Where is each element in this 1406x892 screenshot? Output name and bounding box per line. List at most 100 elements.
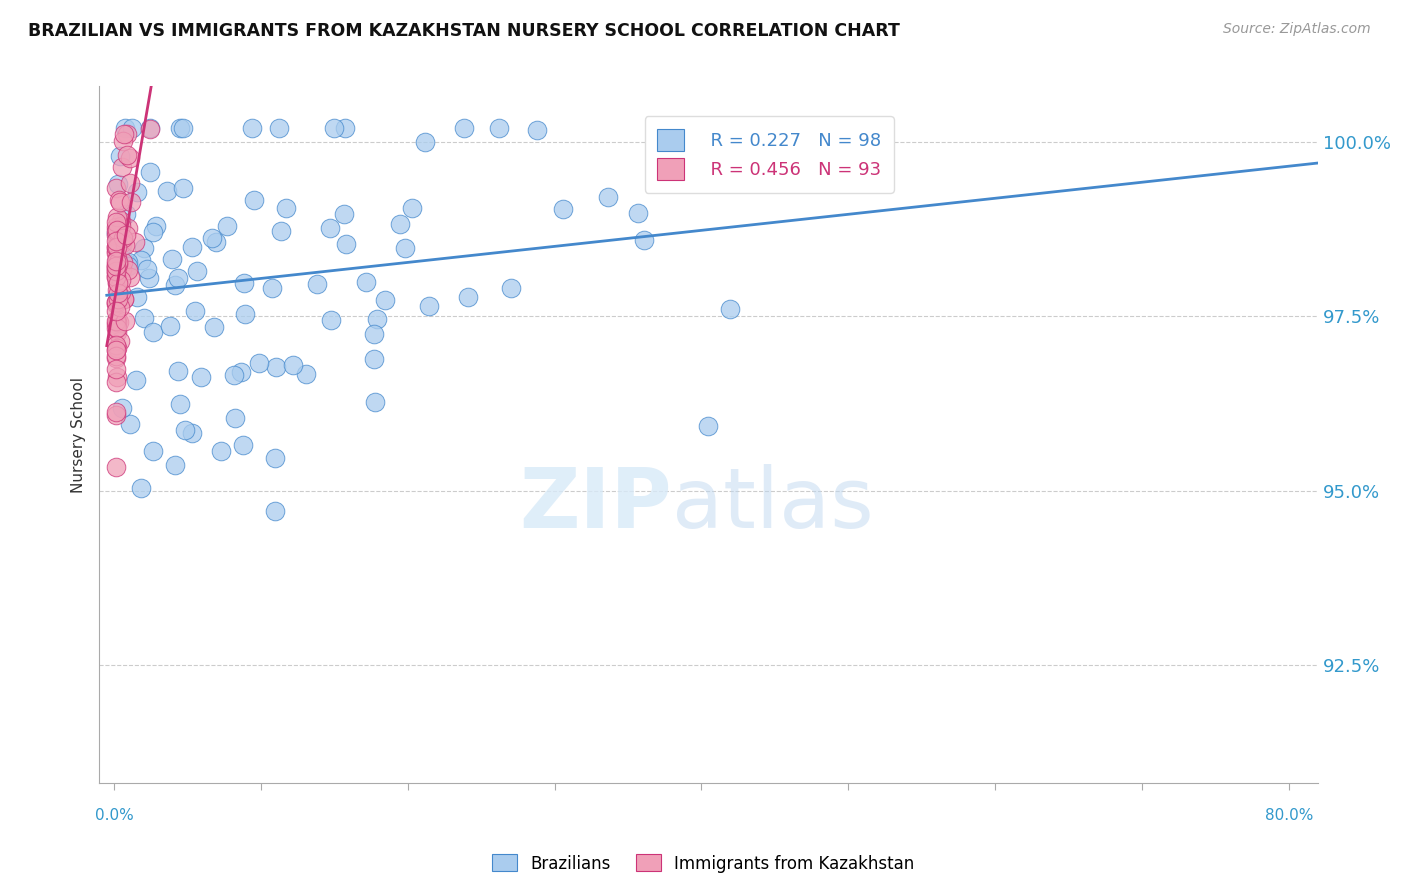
Point — [105, 315, 128, 329]
Point — [553, 202, 575, 216]
Point — [105, 284, 128, 298]
Point — [205, 235, 228, 249]
Point — [104, 224, 127, 238]
Point — [388, 217, 411, 231]
Point — [104, 264, 127, 278]
Point — [105, 341, 128, 355]
Point — [108, 314, 131, 328]
Point — [167, 271, 190, 285]
Point — [105, 210, 128, 224]
Point — [117, 259, 139, 273]
Point — [108, 300, 131, 314]
Point — [105, 275, 128, 289]
Point — [114, 121, 136, 136]
Point — [104, 314, 127, 328]
Text: BRAZILIAN VS IMMIGRANTS FROM KAZAKHSTAN NURSERY SCHOOL CORRELATION CHART: BRAZILIAN VS IMMIGRANTS FROM KAZAKHSTAN … — [28, 22, 900, 40]
Point — [105, 343, 128, 358]
Point — [364, 394, 387, 409]
Point — [104, 260, 127, 275]
Point — [104, 254, 127, 268]
Point — [160, 252, 183, 266]
Point — [202, 320, 225, 334]
Point — [104, 240, 127, 254]
Point — [104, 408, 127, 422]
Point — [107, 276, 129, 290]
Point — [111, 232, 134, 246]
Point — [453, 121, 475, 136]
Point — [294, 367, 316, 381]
Point — [190, 370, 212, 384]
Point — [323, 121, 346, 136]
Point — [114, 314, 136, 328]
Point — [335, 237, 357, 252]
Point — [105, 376, 128, 390]
Point — [174, 423, 197, 437]
Point — [107, 276, 129, 290]
Point — [247, 356, 270, 370]
Point — [115, 227, 138, 242]
Point — [114, 238, 136, 252]
Point — [120, 417, 142, 431]
Point — [105, 325, 128, 339]
Point — [718, 301, 741, 316]
Point — [118, 269, 141, 284]
Point — [105, 343, 128, 357]
Point — [181, 240, 204, 254]
Point — [104, 214, 127, 228]
Point — [169, 121, 191, 136]
Point — [172, 181, 194, 195]
Point — [418, 299, 440, 313]
Point — [114, 207, 136, 221]
Point — [363, 352, 385, 367]
Legend: Brazilians, Immigrants from Kazakhstan: Brazilians, Immigrants from Kazakhstan — [485, 847, 921, 880]
Point — [111, 401, 134, 415]
Point — [105, 223, 128, 237]
Point — [105, 320, 128, 334]
Point — [232, 438, 254, 452]
Point — [186, 264, 208, 278]
Point — [107, 255, 129, 269]
Point — [215, 219, 238, 234]
Point — [163, 278, 186, 293]
Point — [129, 481, 152, 495]
Point — [180, 426, 202, 441]
Point — [105, 240, 128, 254]
Point — [488, 121, 510, 136]
Point — [104, 294, 127, 309]
Point — [209, 443, 232, 458]
Point — [139, 121, 162, 136]
Point — [111, 231, 134, 245]
Point — [224, 411, 246, 425]
Point — [115, 127, 138, 141]
Point — [333, 207, 356, 221]
Point — [697, 419, 720, 434]
Point — [107, 177, 129, 191]
Point — [183, 304, 205, 318]
Point — [105, 312, 128, 326]
Point — [104, 264, 127, 278]
Text: ZIP: ZIP — [520, 464, 672, 545]
Point — [104, 320, 127, 334]
Point — [105, 293, 128, 308]
Point — [201, 230, 224, 244]
Point — [107, 292, 129, 306]
Point — [233, 276, 256, 290]
Point — [270, 224, 292, 238]
Point — [104, 270, 127, 285]
Point — [105, 268, 128, 282]
Text: atlas: atlas — [672, 464, 875, 545]
Point — [163, 458, 186, 472]
Point — [526, 123, 548, 137]
Point — [129, 252, 152, 267]
Point — [112, 293, 135, 307]
Point — [110, 194, 132, 209]
Point — [104, 245, 127, 260]
Point — [142, 225, 165, 239]
Point — [264, 504, 287, 518]
Point — [333, 121, 356, 136]
Point — [136, 262, 159, 277]
Point — [172, 121, 194, 136]
Point — [104, 303, 127, 318]
Point — [112, 127, 135, 141]
Point — [231, 365, 253, 379]
